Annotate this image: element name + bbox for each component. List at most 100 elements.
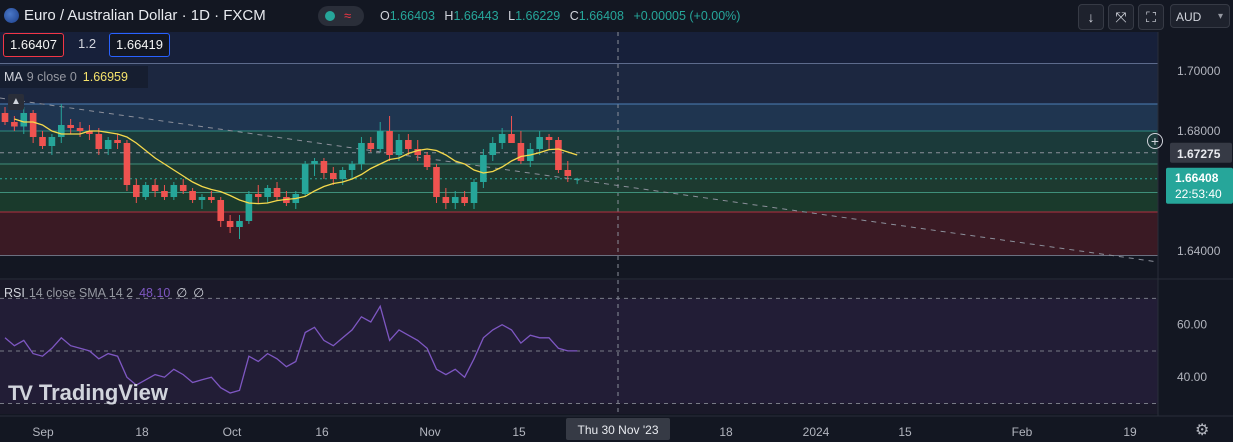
- candle-body: [76, 128, 84, 131]
- top-zone: [0, 32, 1158, 64]
- candle-body: [386, 131, 393, 155]
- candle-body: [95, 134, 103, 149]
- time-tick-label: Feb: [1012, 425, 1033, 439]
- ma-params: 9 close 0: [26, 70, 77, 84]
- candle-body: [20, 113, 28, 127]
- ma-line: [14, 118, 578, 205]
- band-layer: [0, 32, 1158, 414]
- low-value: 1.66229: [515, 9, 561, 23]
- rsi-name: RSI: [4, 286, 25, 300]
- open-label: O: [380, 9, 390, 23]
- price-zone: [0, 104, 1158, 131]
- price-zone: [0, 212, 1158, 256]
- rsi-legend[interactable]: RSI 14 close SMA 14 2 48.10 ∅ ∅: [4, 285, 204, 300]
- current-price-label: 1.66408: [1175, 171, 1219, 185]
- gear-icon[interactable]: ⚙: [1195, 422, 1210, 439]
- open-value: 1.66403: [389, 9, 435, 23]
- trendline-layer: [0, 97, 1159, 263]
- arrow-down-icon[interactable]: ↓: [1078, 4, 1104, 30]
- chevron-down-icon: ▾: [1217, 11, 1223, 22]
- wave-icon: ≈: [344, 8, 352, 23]
- candle-body: [57, 125, 65, 137]
- ma-layer: [14, 118, 578, 205]
- candle-body: [179, 185, 187, 191]
- candle-body: [264, 188, 271, 197]
- rsi-params: 14 close SMA 14 2: [28, 286, 134, 300]
- crosshair-date-box: [566, 418, 670, 440]
- market-status-pill[interactable]: ≈: [318, 6, 364, 26]
- candle-body: [423, 155, 431, 167]
- candle-body: [367, 143, 375, 149]
- rsi-tick-label: 60.00: [1177, 318, 1207, 332]
- ask-price-box[interactable]: 1.66419: [109, 33, 170, 57]
- candle-body: [29, 113, 37, 137]
- chart-header: Euro / Australian Dollar · 1D · FXCM ≈ O…: [0, 0, 1233, 32]
- candle-body: [114, 140, 121, 143]
- candle-body: [208, 197, 215, 200]
- price-tick-label: 1.68000: [1177, 124, 1221, 138]
- high-label: H: [444, 9, 454, 23]
- candle-body: [1, 113, 9, 122]
- candle-body: [461, 197, 468, 203]
- candle-body: [39, 137, 46, 146]
- time-tick-label: Nov: [419, 425, 440, 439]
- close-value: 1.66408: [578, 9, 624, 23]
- time-tick-label: 18: [135, 425, 149, 439]
- rsi-na-2: ∅: [193, 286, 205, 300]
- price-zone: [0, 131, 1158, 164]
- candle-body: [86, 131, 93, 134]
- symbol-title[interactable]: Euro / Australian Dollar · 1D · FXCM: [24, 7, 266, 24]
- rsi-line: [4, 304, 578, 394]
- countdown-label: 22:53:40: [1175, 187, 1222, 201]
- price-tick-label: 1.64000: [1177, 244, 1221, 258]
- candle-body: [498, 134, 506, 143]
- axis-layer: 1.70000 1.68000 1.64000 1.67275 1.66408 22:53…: [0, 32, 1233, 442]
- crosshair-price-label: 1.67275: [1177, 147, 1221, 161]
- candle-body: [142, 185, 149, 197]
- price-zone: [0, 63, 1158, 104]
- level-lines: [0, 63, 1158, 256]
- tradingview-mark-icon: TV: [8, 382, 33, 405]
- candle-body: [348, 164, 356, 170]
- candle-body: [545, 137, 553, 140]
- trendline: [0, 97, 1159, 263]
- add-alert-icon[interactable]: +: [1147, 133, 1163, 149]
- candle-body: [123, 143, 131, 185]
- ma-value: 1.66959: [82, 70, 128, 84]
- compress-icon[interactable]: ⤧: [1108, 4, 1134, 30]
- candle-body: [320, 161, 328, 173]
- rsi-layer: [0, 297, 1158, 404]
- currency-select[interactable]: AUD ▾: [1170, 4, 1230, 28]
- ma-legend[interactable]: MA 9 close 0 1.66959: [0, 66, 148, 88]
- rsi-value: 48.10: [139, 286, 171, 300]
- candle-body: [217, 200, 225, 221]
- price-axis-bg: [1158, 32, 1233, 416]
- time-tick-label: 16: [315, 425, 329, 439]
- time-tick-label: 15: [898, 425, 912, 439]
- candle-body: [555, 140, 562, 170]
- candle-body: [517, 143, 525, 161]
- collapse-legend-icon[interactable]: ▲: [8, 94, 24, 110]
- fullscreen-icon[interactable]: ⛶: [1138, 4, 1164, 30]
- candle-body: [405, 140, 412, 149]
- candle-body: [67, 125, 74, 128]
- price-zone: [0, 164, 1158, 193]
- rsi-tick-label: 40.00: [1177, 370, 1207, 384]
- logo-text: TradingView: [38, 380, 169, 405]
- candle-body: [414, 149, 422, 155]
- candle-body: [508, 134, 515, 143]
- candle-body: [339, 170, 346, 179]
- flag-icon: [4, 8, 19, 23]
- tradingview-logo[interactable]: TV TradingView: [8, 380, 168, 406]
- time-tick-label: 2024: [803, 425, 830, 439]
- low-label: L: [508, 9, 516, 23]
- candle-body: [376, 131, 384, 149]
- time-tick-label: 19: [1123, 425, 1137, 439]
- bid-price-box[interactable]: 1.66407: [3, 33, 64, 57]
- candle-body: [442, 197, 450, 203]
- spread-value: 1.2: [78, 36, 97, 51]
- time-tick-label: 15: [512, 425, 526, 439]
- candles-layer: [1, 104, 581, 239]
- time-tick-label: Sep: [32, 425, 54, 439]
